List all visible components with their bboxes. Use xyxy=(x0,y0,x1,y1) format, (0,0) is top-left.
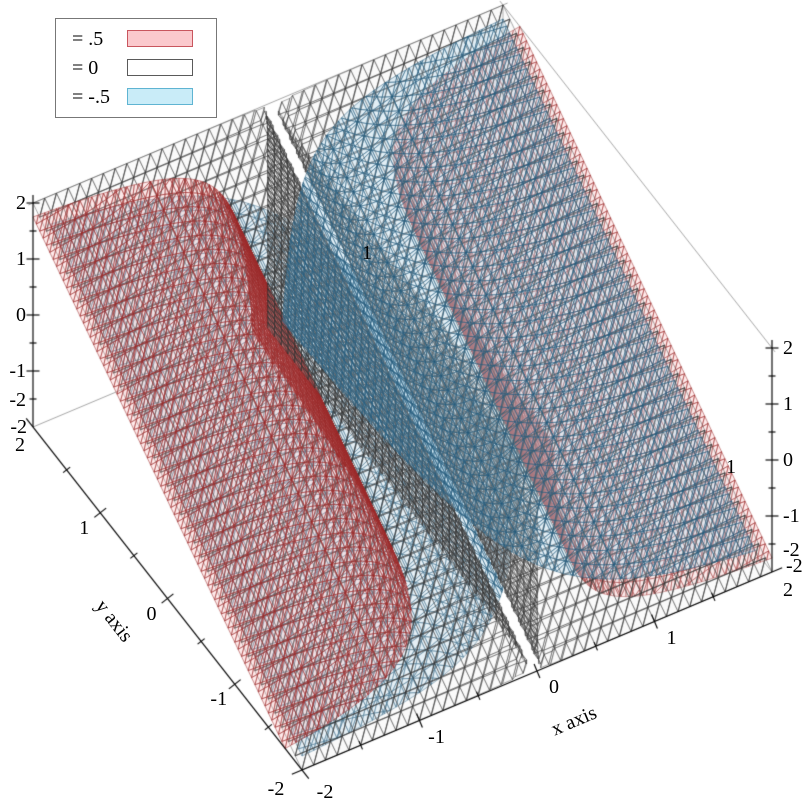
legend-item-zero: = 0 xyxy=(56,53,216,82)
legend-item-pos: = .5 xyxy=(56,24,216,53)
legend-label: = 0 xyxy=(72,56,99,79)
legend-swatch-red xyxy=(127,30,193,47)
legend-label: = .5 xyxy=(72,27,104,50)
legend-swatch-white xyxy=(127,59,193,76)
legend-label: = -.5 xyxy=(72,85,110,108)
legend-swatch-blue xyxy=(127,88,193,105)
legend-item-neg: = -.5 xyxy=(56,82,216,111)
legend: = .5 = 0 = -.5 xyxy=(55,18,217,118)
